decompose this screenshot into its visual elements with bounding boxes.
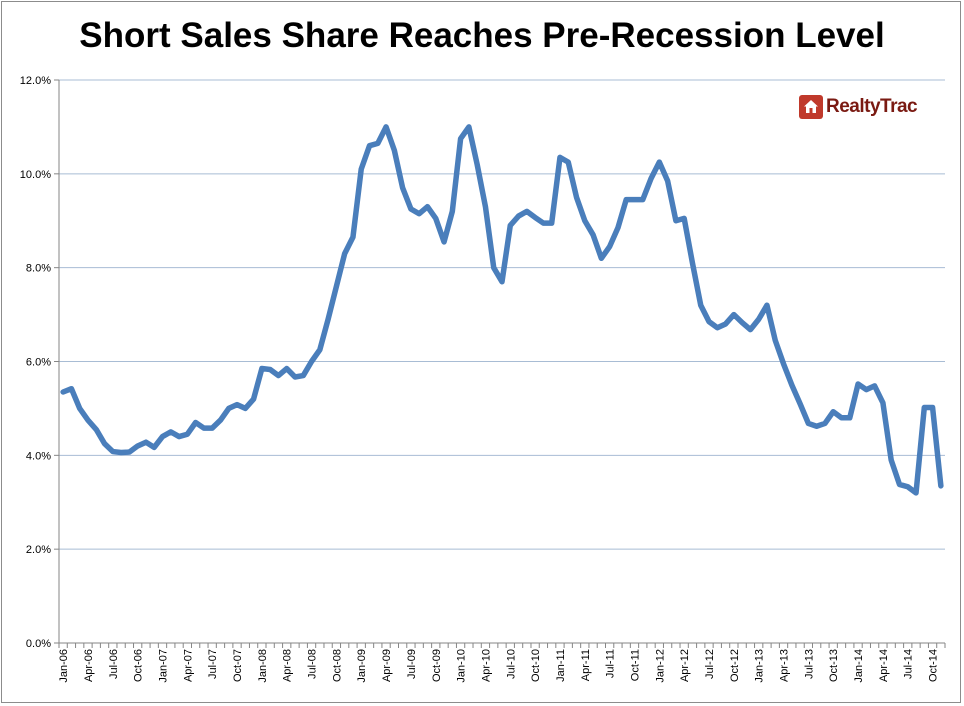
x-tick-label: Jul-12 xyxy=(704,649,716,679)
house-icon xyxy=(799,95,823,119)
x-tick-label: Jul-09 xyxy=(406,649,418,679)
x-tick-label: Oct-07 xyxy=(232,649,244,682)
x-tick-label: Jan-13 xyxy=(754,649,766,683)
x-tick-label: Jul-11 xyxy=(605,649,617,678)
x-tick-label: Apr-09 xyxy=(381,649,393,682)
chart-title: Short Sales Share Reaches Pre-Recession … xyxy=(79,16,885,55)
x-tick-label: Jan-08 xyxy=(257,649,269,683)
x-tick-label: Jul-07 xyxy=(207,649,219,679)
x-tick-label: Jul-13 xyxy=(803,649,815,679)
x-tick-label: Oct-12 xyxy=(729,649,741,682)
x-tick-label: Apr-10 xyxy=(480,649,492,682)
x-tick-label: Apr-13 xyxy=(779,649,791,682)
x-tick-label: Apr-12 xyxy=(679,649,691,682)
y-tick-label: 2.0% xyxy=(26,544,51,556)
x-tick-label: Apr-08 xyxy=(282,649,294,682)
x-tick-label: Apr-06 xyxy=(83,649,95,682)
logo-text: RealtyTrac xyxy=(826,96,918,117)
series-line xyxy=(60,124,944,496)
x-tick-label: Oct-10 xyxy=(530,649,542,682)
y-tick-label: 6.0% xyxy=(26,357,51,369)
x-tick-label: Jan-14 xyxy=(853,649,865,683)
x-tick-label: Jan-10 xyxy=(456,649,468,683)
realtytrac-logo: RealtyTrac xyxy=(799,95,918,119)
x-tick-label: Jul-10 xyxy=(505,649,517,679)
x-tick-label: Oct-06 xyxy=(133,649,145,682)
y-tick-label: 12.0% xyxy=(20,75,51,87)
x-tick-label: Oct-14 xyxy=(928,649,940,682)
x-tick-label: Oct-08 xyxy=(331,649,343,682)
x-tick-label: Jan-11 xyxy=(555,649,567,682)
x-tick-label: Oct-13 xyxy=(828,649,840,682)
y-tick-label: 0.0% xyxy=(26,638,51,650)
x-tick-label: Apr-07 xyxy=(182,649,194,682)
x-tick-label: Oct-09 xyxy=(431,649,443,682)
x-tick-label: Jul-08 xyxy=(307,649,319,679)
x-tick-label: Apr-14 xyxy=(878,649,890,682)
x-tick-label: Jul-14 xyxy=(903,649,915,679)
x-tick-label: Jan-07 xyxy=(158,649,170,683)
y-tick-label: 10.0% xyxy=(20,169,51,181)
x-tick-label: Jan-06 xyxy=(58,649,70,683)
y-tick-label: 8.0% xyxy=(26,263,51,275)
y-tick-label: 4.0% xyxy=(26,450,51,462)
x-tick-label: Apr-11 xyxy=(580,649,592,681)
x-tick-label: Jul-06 xyxy=(108,649,120,679)
x-tick-label: Jan-09 xyxy=(356,649,368,683)
x-tick-label: Jan-12 xyxy=(654,649,666,683)
x-tick-label: Oct-11 xyxy=(629,649,641,681)
